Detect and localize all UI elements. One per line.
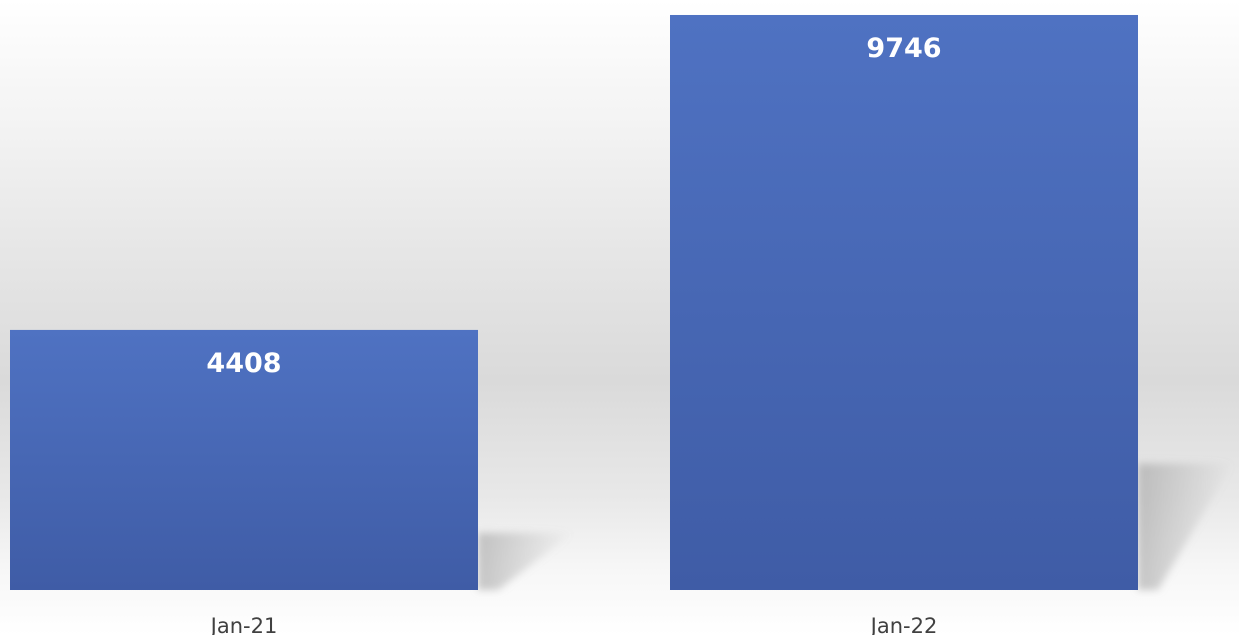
data-label: 4408 — [206, 348, 281, 379]
category-labels: Jan-21 Jan-22 — [209, 614, 938, 635]
bar-shadow — [478, 533, 573, 590]
bar-shadow — [1138, 463, 1233, 590]
data-label: 9746 — [866, 33, 941, 64]
x-tick-label: Jan-22 — [869, 614, 938, 635]
bars — [10, 15, 1138, 590]
x-tick-label: Jan-21 — [209, 614, 278, 635]
bar — [670, 15, 1138, 590]
